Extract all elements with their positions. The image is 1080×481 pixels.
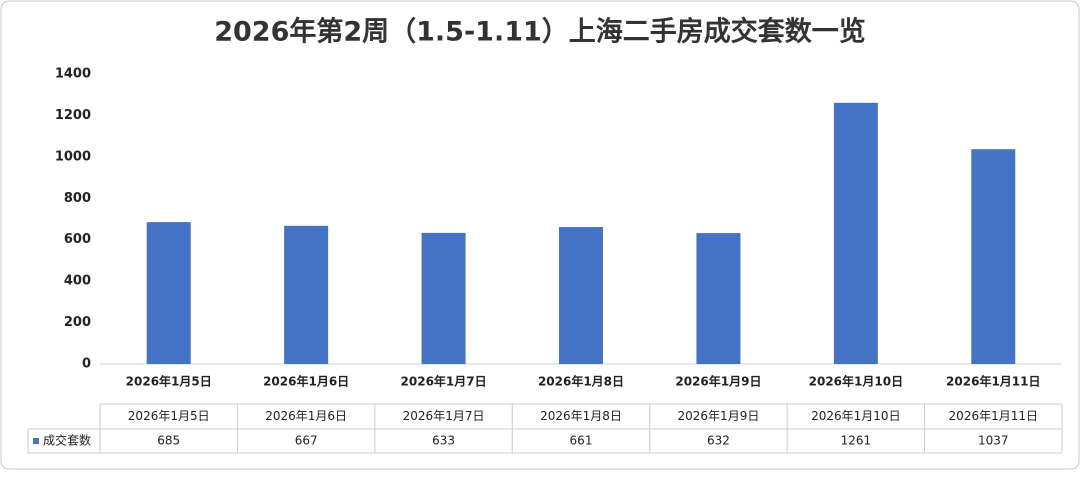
x-tick-label: 2026年1月10日 (809, 374, 903, 389)
y-tick-label: 1000 (55, 149, 91, 164)
table-value: 661 (570, 434, 593, 448)
x-tick-label: 2026年1月6日 (263, 374, 349, 389)
table-value: 1037 (978, 434, 1009, 448)
x-tick-label: 2026年1月5日 (126, 374, 212, 389)
table-header: 2026年1月5日 (128, 409, 210, 423)
legend-label: 成交套数 (43, 433, 91, 448)
table-header: 2026年1月11日 (949, 409, 1038, 423)
y-tick-label: 400 (64, 274, 91, 289)
bar (284, 225, 329, 364)
y-tick-label: 600 (64, 232, 91, 247)
x-tick-label: 2026年1月7日 (401, 374, 487, 389)
table-header: 2026年1月7日 (403, 409, 485, 423)
y-tick-label: 1200 (55, 108, 91, 123)
bar (971, 149, 1016, 364)
x-tick-label: 2026年1月11日 (946, 374, 1040, 389)
table-header: 2026年1月10日 (811, 409, 900, 423)
y-tick-label: 0 (82, 357, 91, 372)
bar (146, 222, 191, 364)
y-tick-label: 800 (64, 191, 91, 206)
table-value: 633 (432, 434, 455, 448)
table-header: 2026年1月6日 (265, 409, 347, 423)
bar (559, 227, 603, 364)
bar (833, 102, 878, 365)
chart-frame (0, 0, 1080, 470)
y-tick-label: 200 (64, 315, 91, 330)
x-tick-label: 2026年1月9日 (675, 374, 761, 389)
x-tick-label: 2026年1月8日 (538, 374, 624, 389)
table-header: 2026年1月9日 (678, 409, 760, 423)
table-value: 667 (295, 434, 318, 448)
table-value: 632 (707, 434, 730, 448)
bar (421, 232, 466, 364)
table-header: 2026年1月8日 (540, 409, 622, 423)
table-value: 685 (157, 434, 180, 448)
bar (696, 233, 741, 364)
chart-title: 2026年第2周（1.5-1.11）上海二手房成交套数一览 (214, 16, 866, 48)
y-tick-label: 1400 (55, 67, 91, 82)
table-value: 1261 (841, 434, 872, 448)
legend-swatch (33, 438, 39, 444)
